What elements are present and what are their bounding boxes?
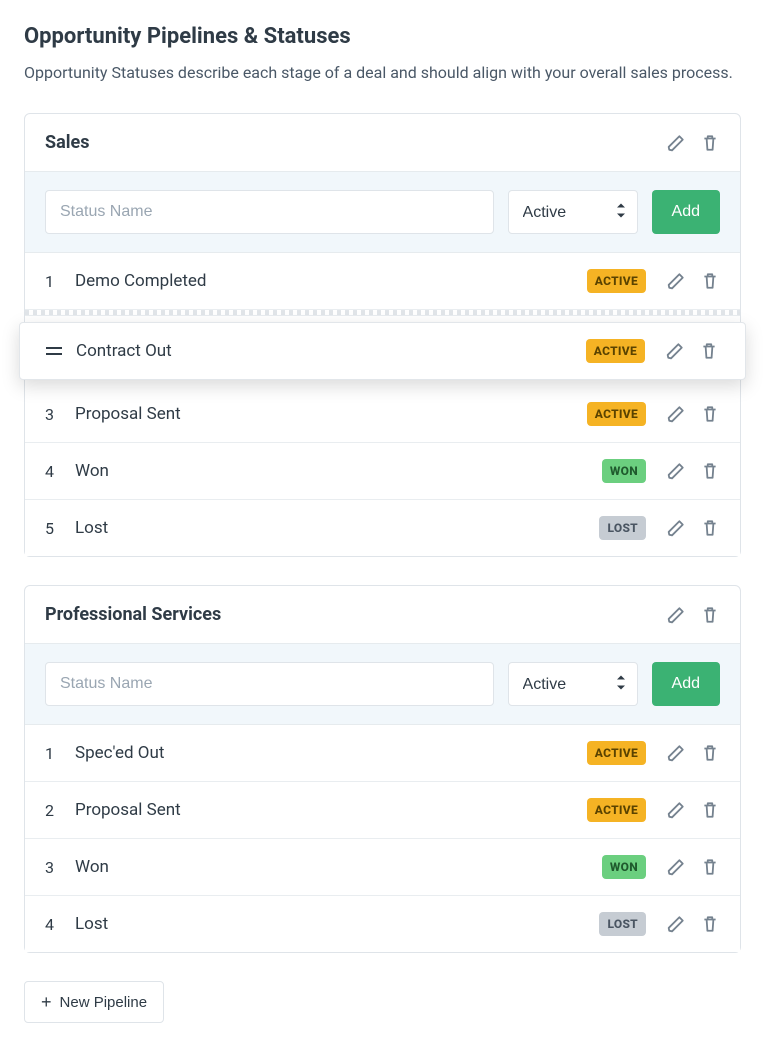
edit-pipeline-icon[interactable] [666, 133, 686, 153]
status-badge: ACTIVE [587, 741, 646, 765]
status-name: Proposal Sent [75, 800, 587, 820]
edit-status-icon[interactable] [666, 857, 686, 877]
page-title: Opportunity Pipelines & Statuses [24, 24, 741, 49]
pipeline-header: Professional Services [25, 586, 740, 644]
row-number: 3 [45, 858, 75, 877]
edit-status-icon[interactable] [666, 914, 686, 934]
edit-pipeline-icon[interactable] [666, 605, 686, 625]
status-row[interactable]: 4 Won WON [25, 443, 740, 500]
status-row[interactable]: 1 Demo Completed ACTIVE [25, 253, 740, 310]
status-row[interactable]: 3 Won WON [25, 839, 740, 896]
delete-status-icon[interactable] [700, 404, 720, 424]
delete-status-icon[interactable] [700, 857, 720, 877]
delete-status-icon[interactable] [700, 461, 720, 481]
status-badge: WON [602, 459, 646, 483]
status-badge: ACTIVE [587, 402, 646, 426]
pipeline-title: Sales [45, 132, 652, 153]
add-status-button[interactable]: Add [652, 662, 720, 706]
edit-status-icon[interactable] [666, 743, 686, 763]
status-row[interactable]: 5 Lost LOST [25, 500, 740, 556]
new-pipeline-label: New Pipeline [60, 994, 148, 1011]
pipeline-title: Professional Services [45, 604, 652, 625]
status-row[interactable]: 4 Lost LOST [25, 896, 740, 952]
new-pipeline-button[interactable]: + New Pipeline [24, 981, 164, 1023]
pipeline-card: Sales Active Add 1 Demo Completed ACTIVE [24, 113, 741, 557]
status-badge: ACTIVE [587, 269, 646, 293]
status-name: Lost [75, 518, 599, 538]
status-row[interactable]: 3 Proposal Sent ACTIVE [25, 386, 740, 443]
plus-icon: + [41, 993, 52, 1011]
edit-status-icon[interactable] [666, 271, 686, 291]
row-number: 2 [45, 801, 75, 820]
edit-status-icon[interactable] [666, 800, 686, 820]
row-number: 4 [45, 462, 75, 481]
status-list: 1 Spec'ed Out ACTIVE 2 Proposal Sent ACT… [25, 725, 740, 952]
delete-pipeline-icon[interactable] [700, 133, 720, 153]
page-description: Opportunity Statuses describe each stage… [24, 61, 741, 85]
drag-handle-icon[interactable] [46, 345, 76, 357]
status-name: Spec'ed Out [75, 743, 587, 763]
delete-pipeline-icon[interactable] [700, 605, 720, 625]
delete-status-icon[interactable] [700, 518, 720, 538]
status-name: Contract Out [76, 341, 586, 361]
drop-indicator [25, 310, 740, 316]
status-badge: ACTIVE [587, 798, 646, 822]
delete-status-icon[interactable] [700, 743, 720, 763]
edit-status-icon[interactable] [666, 461, 686, 481]
status-row[interactable]: Contract Out ACTIVE [19, 322, 746, 380]
delete-status-icon[interactable] [700, 800, 720, 820]
status-name: Proposal Sent [75, 404, 587, 424]
edit-status-icon[interactable] [666, 404, 686, 424]
row-number: 3 [45, 405, 75, 424]
delete-status-icon[interactable] [699, 341, 719, 361]
row-number: 4 [45, 915, 75, 934]
add-status-row: Active Add [25, 172, 740, 253]
status-type-select[interactable]: Active [508, 190, 638, 234]
status-type-select[interactable]: Active [508, 662, 638, 706]
row-number: 5 [45, 519, 75, 538]
pipeline-header: Sales [25, 114, 740, 172]
add-status-row: Active Add [25, 644, 740, 725]
status-row[interactable]: 2 Proposal Sent ACTIVE [25, 782, 740, 839]
delete-status-icon[interactable] [700, 271, 720, 291]
status-name-input[interactable] [45, 662, 494, 706]
edit-status-icon[interactable] [666, 518, 686, 538]
status-list: 1 Demo Completed ACTIVE Contract Out ACT… [25, 253, 740, 556]
status-name: Demo Completed [75, 271, 587, 291]
status-badge: WON [602, 855, 646, 879]
edit-status-icon[interactable] [665, 341, 685, 361]
status-name: Lost [75, 914, 599, 934]
delete-status-icon[interactable] [700, 914, 720, 934]
status-name: Won [75, 857, 602, 877]
pipeline-card: Professional Services Active Add 1 Spec'… [24, 585, 741, 953]
status-row[interactable]: 1 Spec'ed Out ACTIVE [25, 725, 740, 782]
status-name: Won [75, 461, 602, 481]
row-number: 1 [45, 744, 75, 763]
status-badge: LOST [599, 516, 646, 540]
status-name-input[interactable] [45, 190, 494, 234]
status-badge: ACTIVE [586, 339, 645, 363]
row-number: 1 [45, 272, 75, 291]
status-badge: LOST [599, 912, 646, 936]
add-status-button[interactable]: Add [652, 190, 720, 234]
